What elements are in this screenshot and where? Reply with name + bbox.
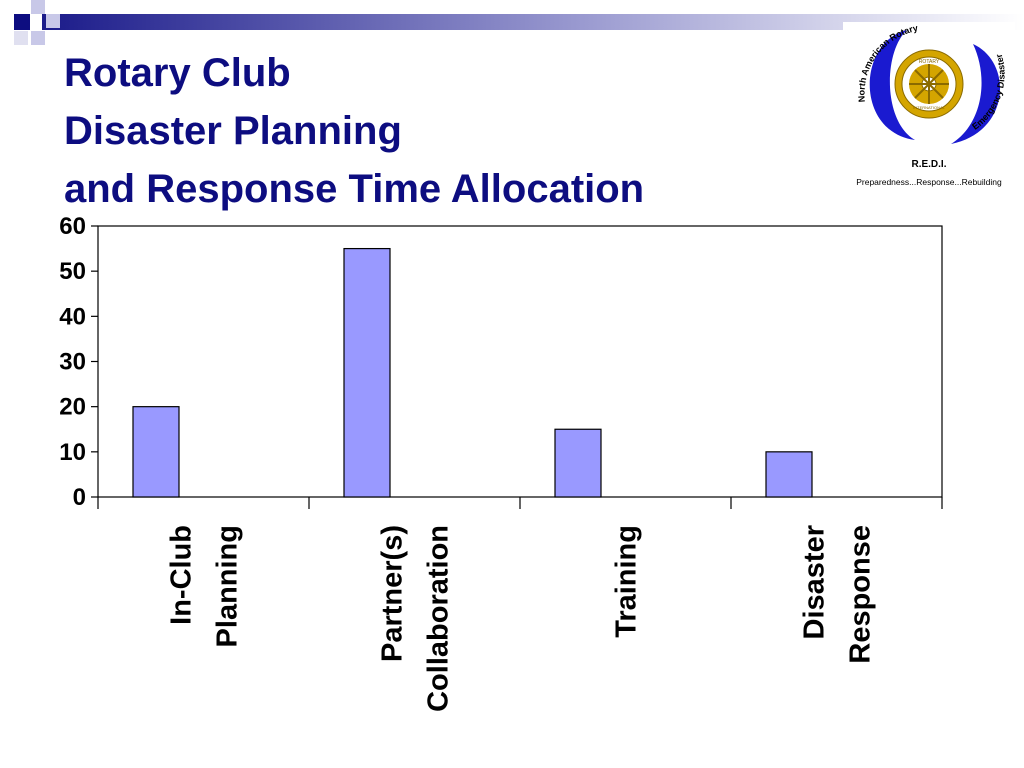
title-line: Rotary Club — [64, 51, 291, 95]
bar — [765, 451, 813, 498]
x-category-label: Collaboration — [423, 525, 455, 712]
logo-tagline: Preparedness...Response...Rebuilding — [856, 177, 1002, 187]
header-square — [46, 14, 60, 28]
y-tick-label: 10 — [59, 439, 86, 466]
x-category-label: Partner(s) — [377, 525, 409, 662]
y-tick-label: 30 — [59, 349, 86, 376]
y-tick-label: 50 — [59, 258, 86, 285]
header-square — [31, 0, 45, 14]
x-category-label: In-Club — [166, 525, 198, 625]
x-category-label: Planning — [212, 525, 244, 647]
plot-frame — [97, 225, 943, 498]
header-bar — [42, 14, 1024, 30]
header-square — [31, 31, 45, 45]
redi-logo: North American Rotary Emergency Disaster… — [840, 14, 1015, 202]
x-category-label: Training — [611, 525, 643, 638]
logo-acronym: R.E.D.I. — [911, 159, 947, 170]
bar — [132, 406, 180, 498]
bar — [554, 428, 602, 498]
logo-swoosh-left — [869, 30, 915, 140]
rotary-emblem: North American Rotary Emergency Disaster… — [840, 14, 1007, 144]
y-tick-label: 0 — [73, 484, 86, 511]
logo-wheel-text-top: ROTARY — [919, 59, 940, 65]
x-category-label: Disaster — [799, 525, 831, 639]
rotary-wheel: ROTARY INTERNATIONAL — [894, 49, 964, 119]
y-tick-label: 60 — [59, 213, 86, 240]
y-tick-label: 40 — [59, 303, 86, 330]
logo-swoosh-right — [951, 44, 1001, 144]
x-category-label: Response — [845, 525, 877, 664]
y-tick-label: 20 — [59, 394, 86, 421]
title-line: Disaster Planning — [64, 109, 402, 153]
title-line: and Response Time Allocation — [64, 167, 645, 211]
header-decoration — [14, 0, 1024, 45]
slide-title: Rotary Club Disaster Planning and Respon… — [64, 44, 644, 218]
header-square — [14, 14, 30, 30]
header-square — [14, 31, 28, 45]
logo-wheel-text-bottom: INTERNATIONAL — [913, 105, 945, 110]
bar — [343, 247, 391, 498]
